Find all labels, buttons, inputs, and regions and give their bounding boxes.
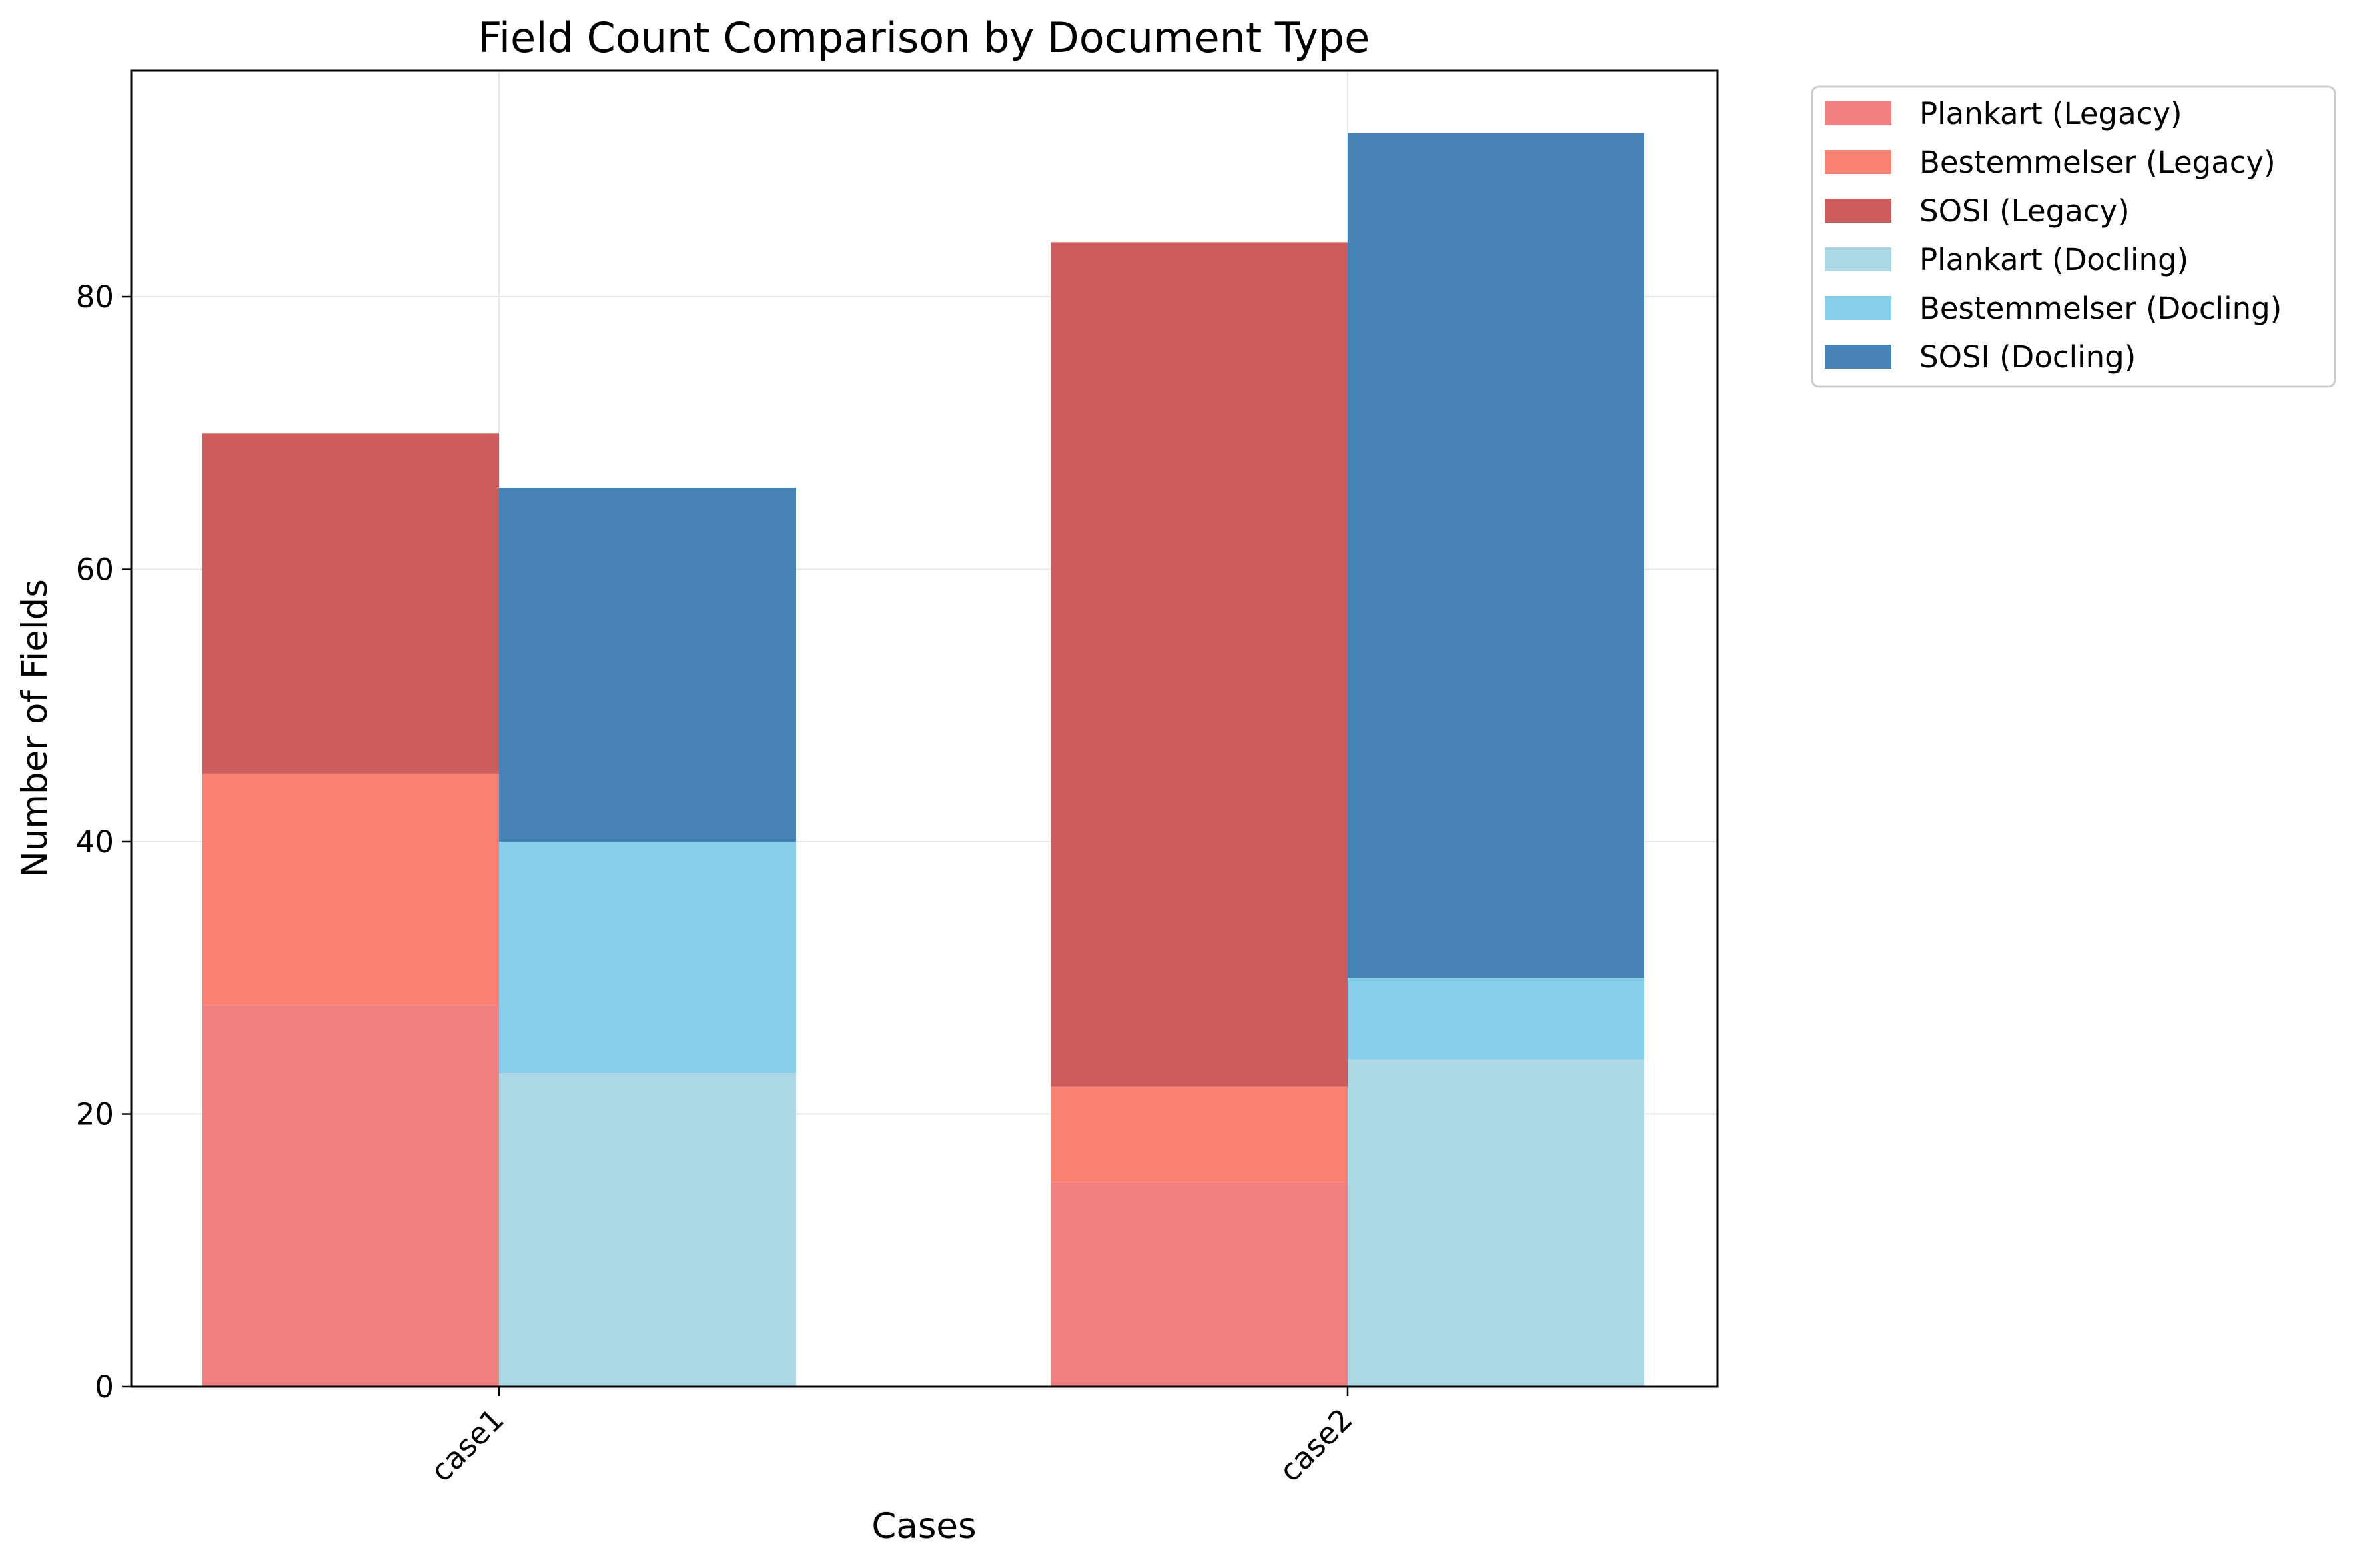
y-tick-label: 80	[76, 279, 114, 315]
x-tick-label: case2	[1272, 1401, 1360, 1489]
legend-swatch	[1825, 199, 1891, 223]
bars	[202, 133, 1644, 1387]
bar-segment	[1051, 1086, 1348, 1183]
legend-swatch	[1825, 296, 1891, 320]
legend-swatch	[1825, 101, 1891, 125]
bar-segment	[499, 842, 796, 1074]
legend-label: Plankart (Docling)	[1919, 242, 2188, 277]
y-tick-label: 0	[95, 1369, 114, 1405]
legend-swatch	[1825, 247, 1891, 271]
legend-label: Bestemmelser (Docling)	[1919, 291, 2282, 326]
x-axis-label: Cases	[871, 1506, 976, 1547]
y-tick-label: 60	[76, 552, 114, 588]
legend: Plankart (Legacy) Bestemmelser (Legacy) SO…	[1811, 85, 2336, 388]
bar-segment	[202, 433, 499, 774]
legend-label: Plankart (Legacy)	[1919, 96, 2182, 131]
bar-segment	[1348, 133, 1644, 978]
y-tick-label: 20	[76, 1097, 114, 1132]
bar-segment	[202, 1005, 499, 1387]
bar-segment	[1348, 978, 1644, 1060]
bar-segment	[1051, 242, 1348, 1087]
bar-segment	[1348, 1059, 1644, 1387]
legend-swatch	[1825, 150, 1891, 174]
legend-swatch	[1825, 345, 1891, 369]
y-tick-label: 40	[76, 824, 114, 860]
legend-frame	[1811, 85, 2336, 388]
legend-label: SOSI (Legacy)	[1919, 193, 2130, 229]
bar-segment	[499, 487, 796, 842]
bar-segment	[499, 1073, 796, 1387]
bar-segment	[1051, 1182, 1348, 1387]
plot-frame	[130, 69, 1719, 1388]
legend-label: SOSI (Docling)	[1919, 339, 2136, 375]
y-axis-label: Number of Fields	[15, 579, 55, 878]
chart-title: Field Count Comparison by Document Type	[478, 13, 1370, 62]
bar-segment	[202, 773, 499, 1006]
legend-label: Bestemmelser (Legacy)	[1919, 145, 2276, 180]
x-tick-label: case1	[424, 1401, 511, 1489]
